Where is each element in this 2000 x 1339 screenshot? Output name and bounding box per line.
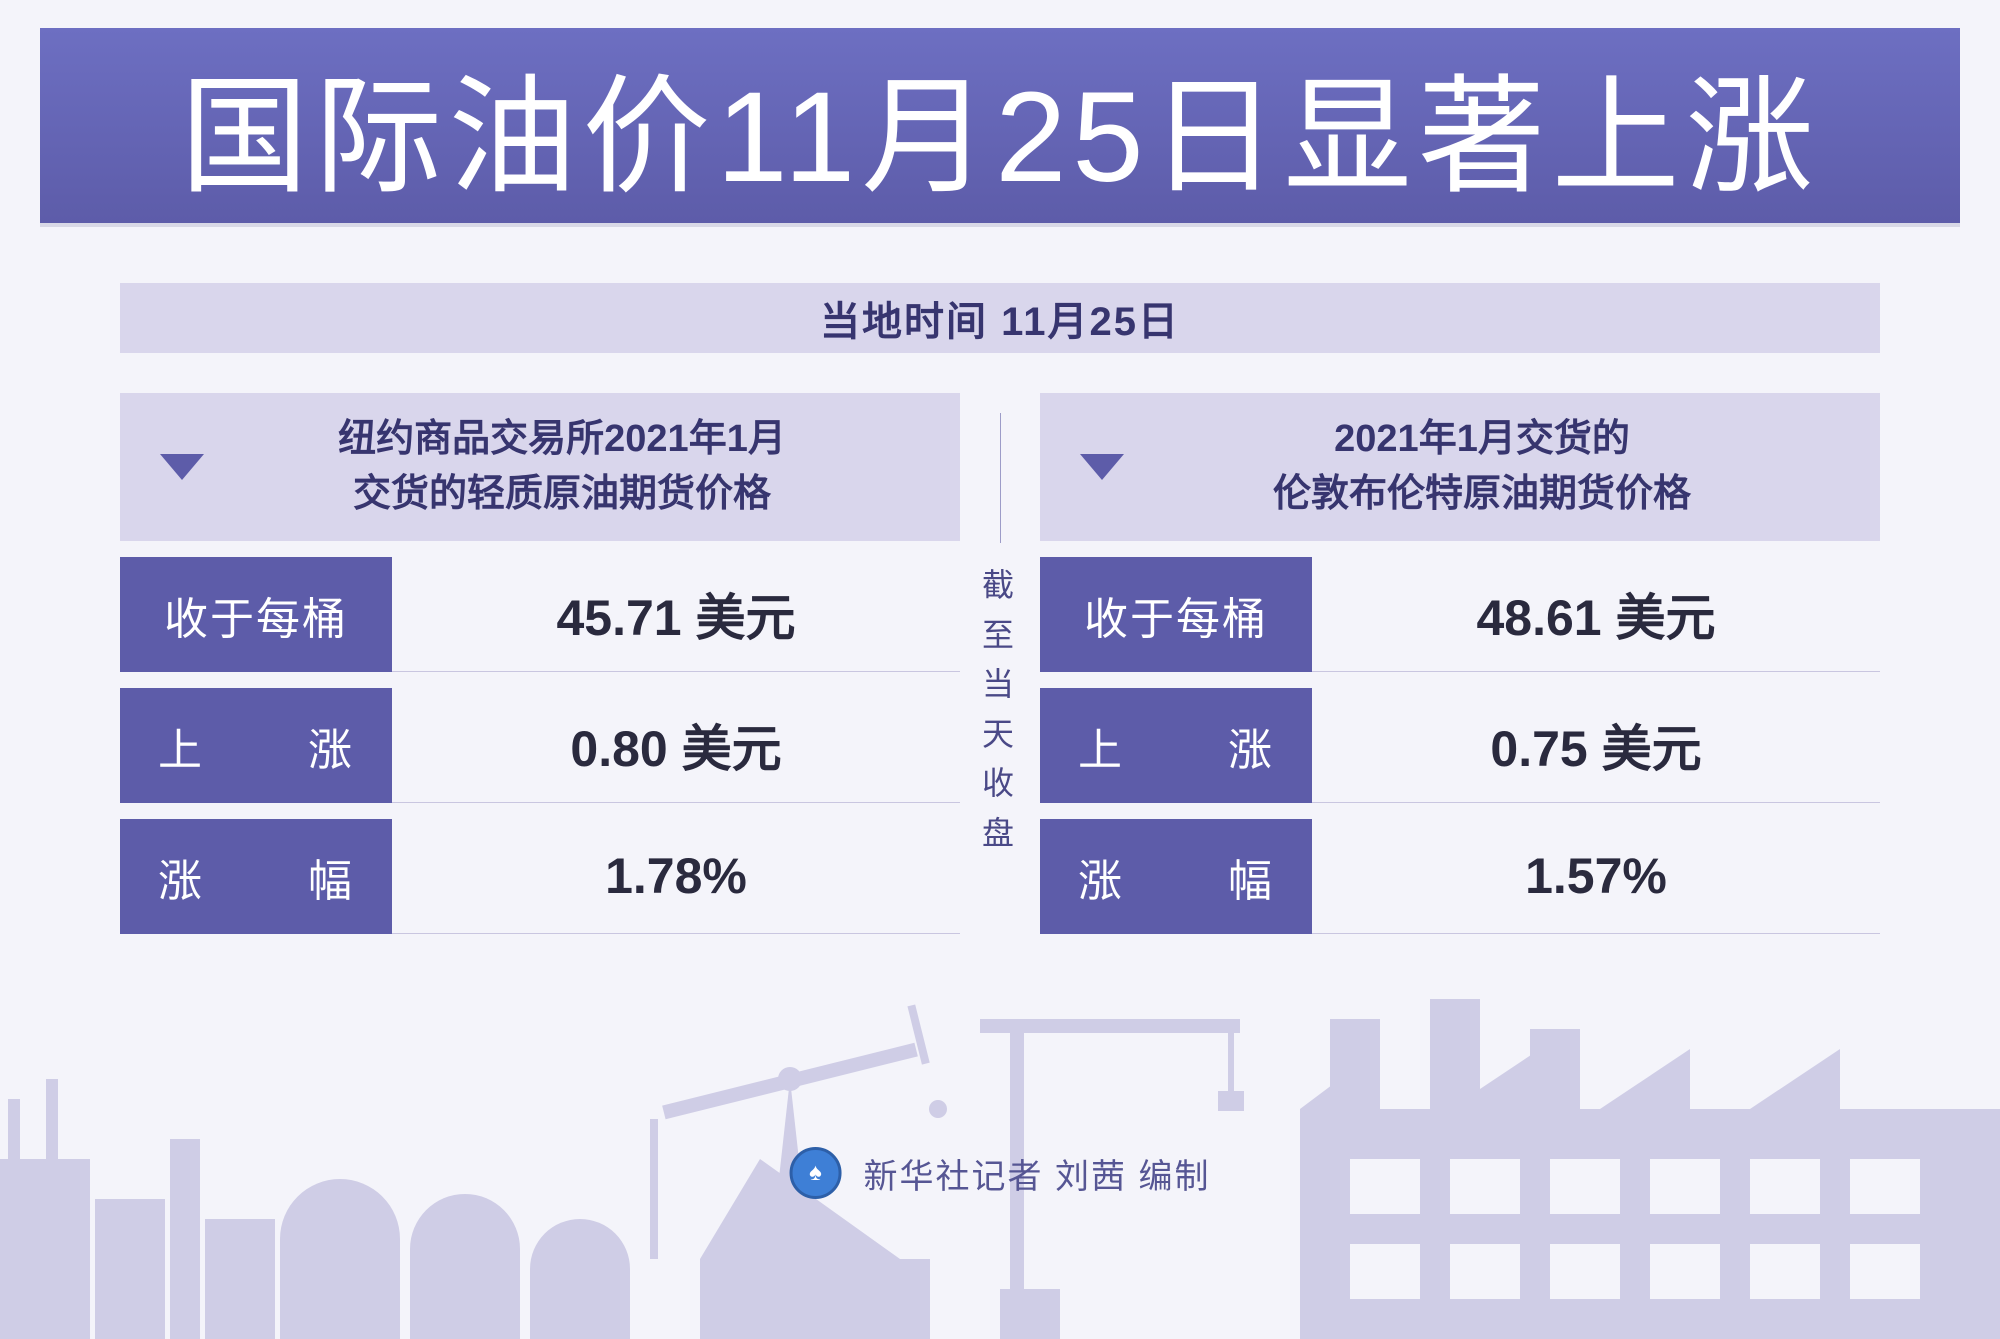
label-char: 涨 [1228,714,1274,778]
data-row-close-left: 收于每桶 45.71 美元 [120,557,960,672]
row-value: 48.61 美元 [1312,557,1880,672]
divider-line [1000,413,1001,543]
page-title: 国际油价11月25日显著上涨 [180,33,1819,218]
title-banner: 国际油价11月25日显著上涨 [40,28,1960,223]
row-value: 45.71 美元 [392,557,960,672]
row-label: 收于每桶 [120,557,392,672]
row-label: 上 涨 [1040,688,1312,803]
panel-brent: 2021年1月交货的伦敦布伦特原油期货价格 收于每桶 48.61 美元 上 涨 … [1040,393,1880,934]
content-row: 纽约商品交易所2021年1月交货的轻质原油期货价格 收于每桶 45.71 美元 … [120,393,1880,934]
xinhua-logo-icon: ♠ [790,1147,842,1199]
dropdown-arrow-icon [1080,454,1124,480]
row-value: 1.78% [392,819,960,934]
data-row-pct-right: 涨 幅 1.57% [1040,819,1880,934]
data-row-pct-left: 涨 幅 1.78% [120,819,960,934]
dropdown-arrow-icon [160,454,204,480]
label-char: 幅 [1228,845,1274,909]
center-divider: 截至当天收盘 [960,393,1040,934]
row-value: 0.80 美元 [392,688,960,803]
label-char: 涨 [308,714,354,778]
credit-row: ♠ 新华社记者 刘茜 编制 [790,1147,1211,1199]
label-char: 涨 [1078,845,1124,909]
row-label: 收于每桶 [1040,557,1312,672]
divider-text: 截至当天收盘 [982,543,1018,877]
subtitle-text: 当地时间 11月25日 [820,289,1180,347]
credit-text: 新华社记者 刘茜 编制 [864,1149,1211,1198]
row-value: 1.57% [1312,819,1880,934]
panel-heading-left: 纽约商品交易所2021年1月交货的轻质原油期货价格 [254,412,930,522]
row-label: 涨 幅 [120,819,392,934]
data-row-up-left: 上 涨 0.80 美元 [120,688,960,803]
data-row-up-right: 上 涨 0.75 美元 [1040,688,1880,803]
panel-heading-right: 2021年1月交货的伦敦布伦特原油期货价格 [1174,412,1850,522]
panel-head-right: 2021年1月交货的伦敦布伦特原油期货价格 [1040,393,1880,541]
row-label: 上 涨 [120,688,392,803]
row-label: 涨 幅 [1040,819,1312,934]
panel-head-left: 纽约商品交易所2021年1月交货的轻质原油期货价格 [120,393,960,541]
data-row-close-right: 收于每桶 48.61 美元 [1040,557,1880,672]
label-char: 幅 [308,845,354,909]
label-char: 上 [1078,714,1124,778]
label-char: 上 [158,714,204,778]
label-char: 涨 [158,845,204,909]
row-value: 0.75 美元 [1312,688,1880,803]
subtitle-bar: 当地时间 11月25日 [120,283,1880,353]
panel-nymex: 纽约商品交易所2021年1月交货的轻质原油期货价格 收于每桶 45.71 美元 … [120,393,960,934]
